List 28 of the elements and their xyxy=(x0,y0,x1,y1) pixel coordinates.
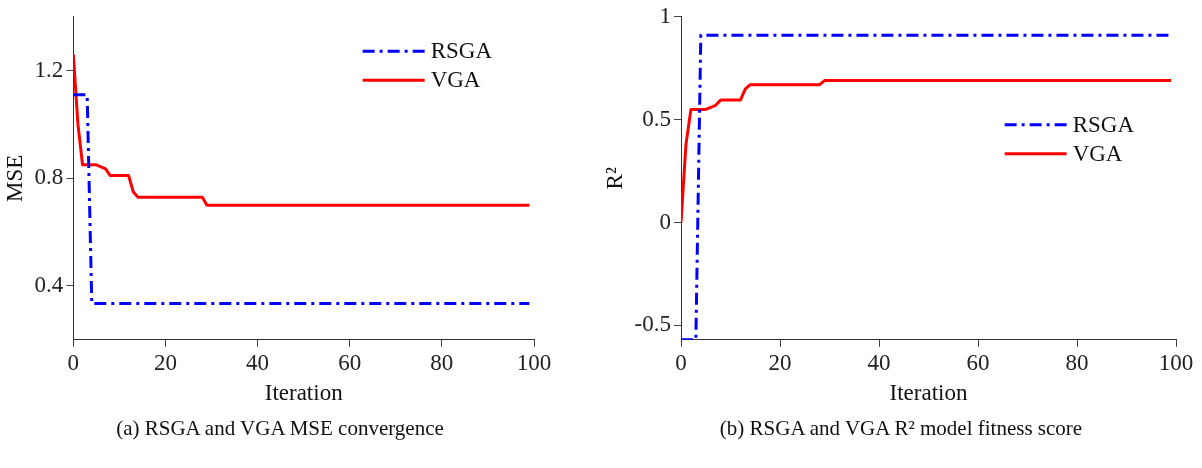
x-tick-label: 60 xyxy=(338,349,362,375)
y-axis-title: R² xyxy=(601,167,627,190)
y-tick-label: -0.5 xyxy=(634,311,672,337)
x-tick-label: 80 xyxy=(430,349,454,375)
x-tick-label: 40 xyxy=(246,349,270,375)
text: (a) RSGA and VGA MSE convergence xyxy=(115,416,445,441)
legend-label: RSGA xyxy=(1072,111,1135,137)
x-tick-label: 60 xyxy=(966,349,990,375)
y-tick-label: 1 xyxy=(659,2,672,28)
y-tick-label: 0.4 xyxy=(34,272,64,298)
x-tick-label: 20 xyxy=(768,349,792,375)
y-tick-label: 0 xyxy=(659,208,672,234)
y-tick-label: 1.2 xyxy=(34,56,64,82)
x-tick-label: 0 xyxy=(67,349,80,375)
x-tick-label: 100 xyxy=(1158,349,1194,375)
y-tick-label: 0.8 xyxy=(34,164,64,190)
x-tick-label: 80 xyxy=(1065,349,1089,375)
legend-label: VGA xyxy=(1072,140,1123,166)
legend-label: RSGA xyxy=(430,38,493,64)
x-tick-label: 40 xyxy=(867,349,891,375)
y-axis-title: MSE xyxy=(1,154,27,202)
x-axis-title: Iteration xyxy=(889,380,968,406)
x-axis-title: Iteration xyxy=(264,380,344,406)
legend-label: VGA xyxy=(430,67,481,93)
x-tick-label: 20 xyxy=(153,349,177,375)
y-tick-label: 0.5 xyxy=(642,105,672,131)
text: (b) RSGA and VGA R² model fitness score xyxy=(718,416,1084,441)
x-tick-label: 100 xyxy=(516,349,552,375)
